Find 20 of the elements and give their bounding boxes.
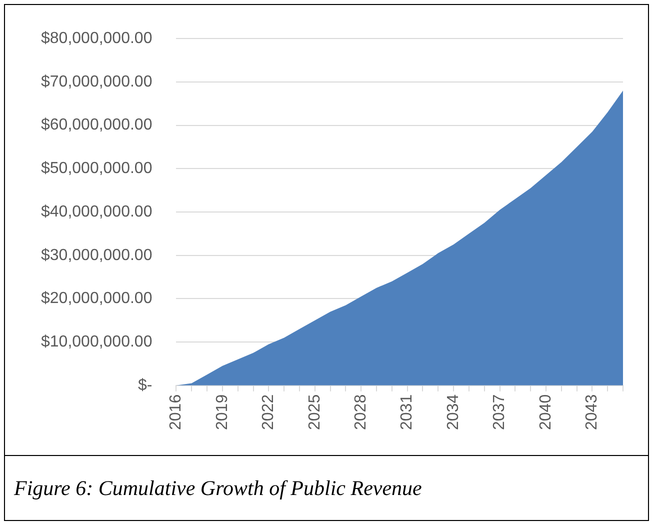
y-tick-label: $10,000,000.00 (41, 333, 152, 350)
x-tick-label: 2025 (306, 394, 324, 430)
y-tick-label: $30,000,000.00 (41, 246, 152, 264)
y-tick-label: $40,000,000.00 (41, 203, 152, 220)
x-tick-label: 2022 (260, 394, 278, 430)
x-tick-label: 2019 (214, 394, 231, 430)
x-tick-label: 2016 (168, 394, 185, 430)
y-tick-label: $60,000,000.00 (41, 116, 152, 134)
x-tick-label: 2043 (584, 394, 601, 430)
x-tick-label: 2037 (491, 394, 508, 430)
x-tick-label: 2040 (537, 394, 554, 430)
y-tick-label: $70,000,000.00 (41, 73, 152, 90)
y-tick-label: $50,000,000.00 (41, 160, 152, 178)
y-tick-label: $80,000,000.00 (41, 30, 152, 48)
x-tick-label: 2028 (352, 394, 370, 430)
y-tick-label: $- (138, 376, 152, 394)
caption: Figure 6: Cumulative Growth of Public Revenue (5, 455, 648, 520)
x-tick-label: 2031 (398, 394, 416, 430)
x-tick-label: 2034 (444, 394, 462, 430)
y-tick-label: $20,000,000.00 (41, 290, 152, 308)
